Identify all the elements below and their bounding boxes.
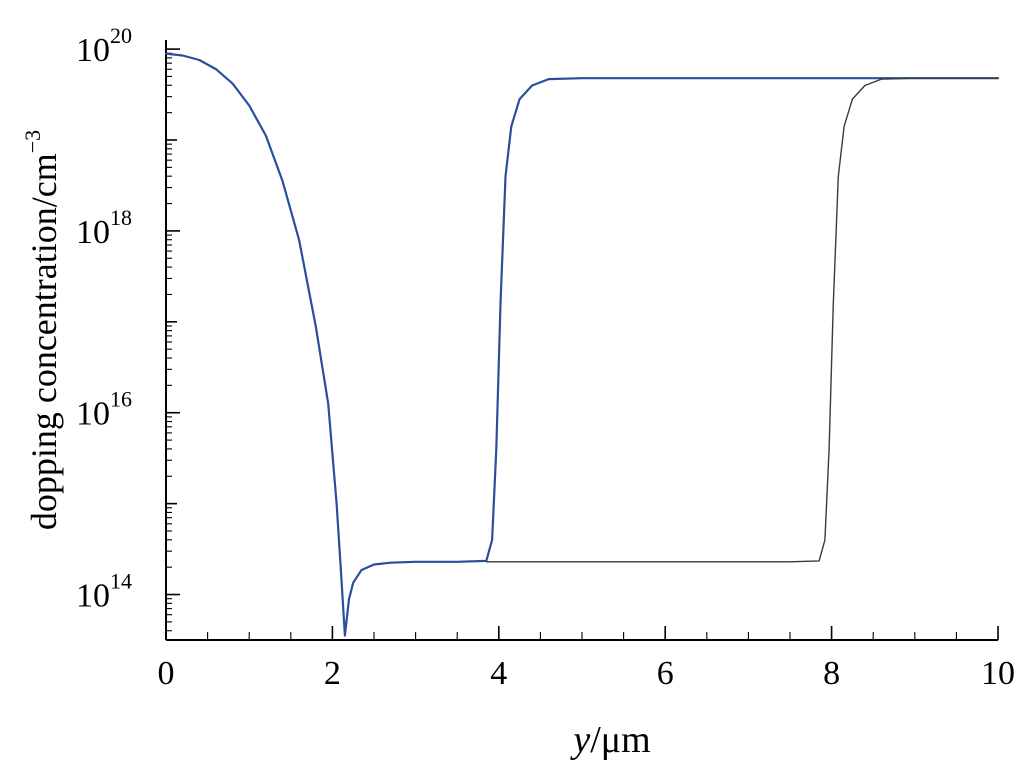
x-tick-label: 6: [657, 655, 674, 692]
series-line-1: [164, 52, 1000, 637]
x-tick-label: 10: [981, 655, 1015, 692]
series-line-2: [485, 77, 999, 563]
series-layer: [164, 52, 1000, 637]
y-tick-label: 1018: [76, 205, 132, 251]
y-axis-label-text: dopping concentration/cm: [24, 153, 64, 530]
axes: [165, 40, 998, 641]
x-axis-label-unit: /μm: [590, 719, 651, 761]
x-axis-label: y/μm: [569, 719, 650, 761]
y-axis-label: dopping concentration/cm−3: [20, 130, 64, 530]
y-tick-label: 1014: [76, 569, 132, 615]
x-axis-label-var: y: [569, 719, 590, 761]
y-axis-label-exp: −3: [20, 130, 45, 153]
x-tick-label: 8: [823, 655, 840, 692]
x-tick-label: 2: [324, 655, 341, 692]
ticks: 0 2 4 6 8 10 1014 1016 1018 1020: [76, 23, 1015, 692]
x-tick-label: 0: [158, 655, 175, 692]
y-tick-label: 1016: [76, 387, 132, 433]
axis-labels: y/μm dopping concentration/cm−3: [20, 130, 651, 761]
y-tick-label: 1020: [76, 23, 132, 69]
x-tick-label: 4: [490, 655, 507, 692]
